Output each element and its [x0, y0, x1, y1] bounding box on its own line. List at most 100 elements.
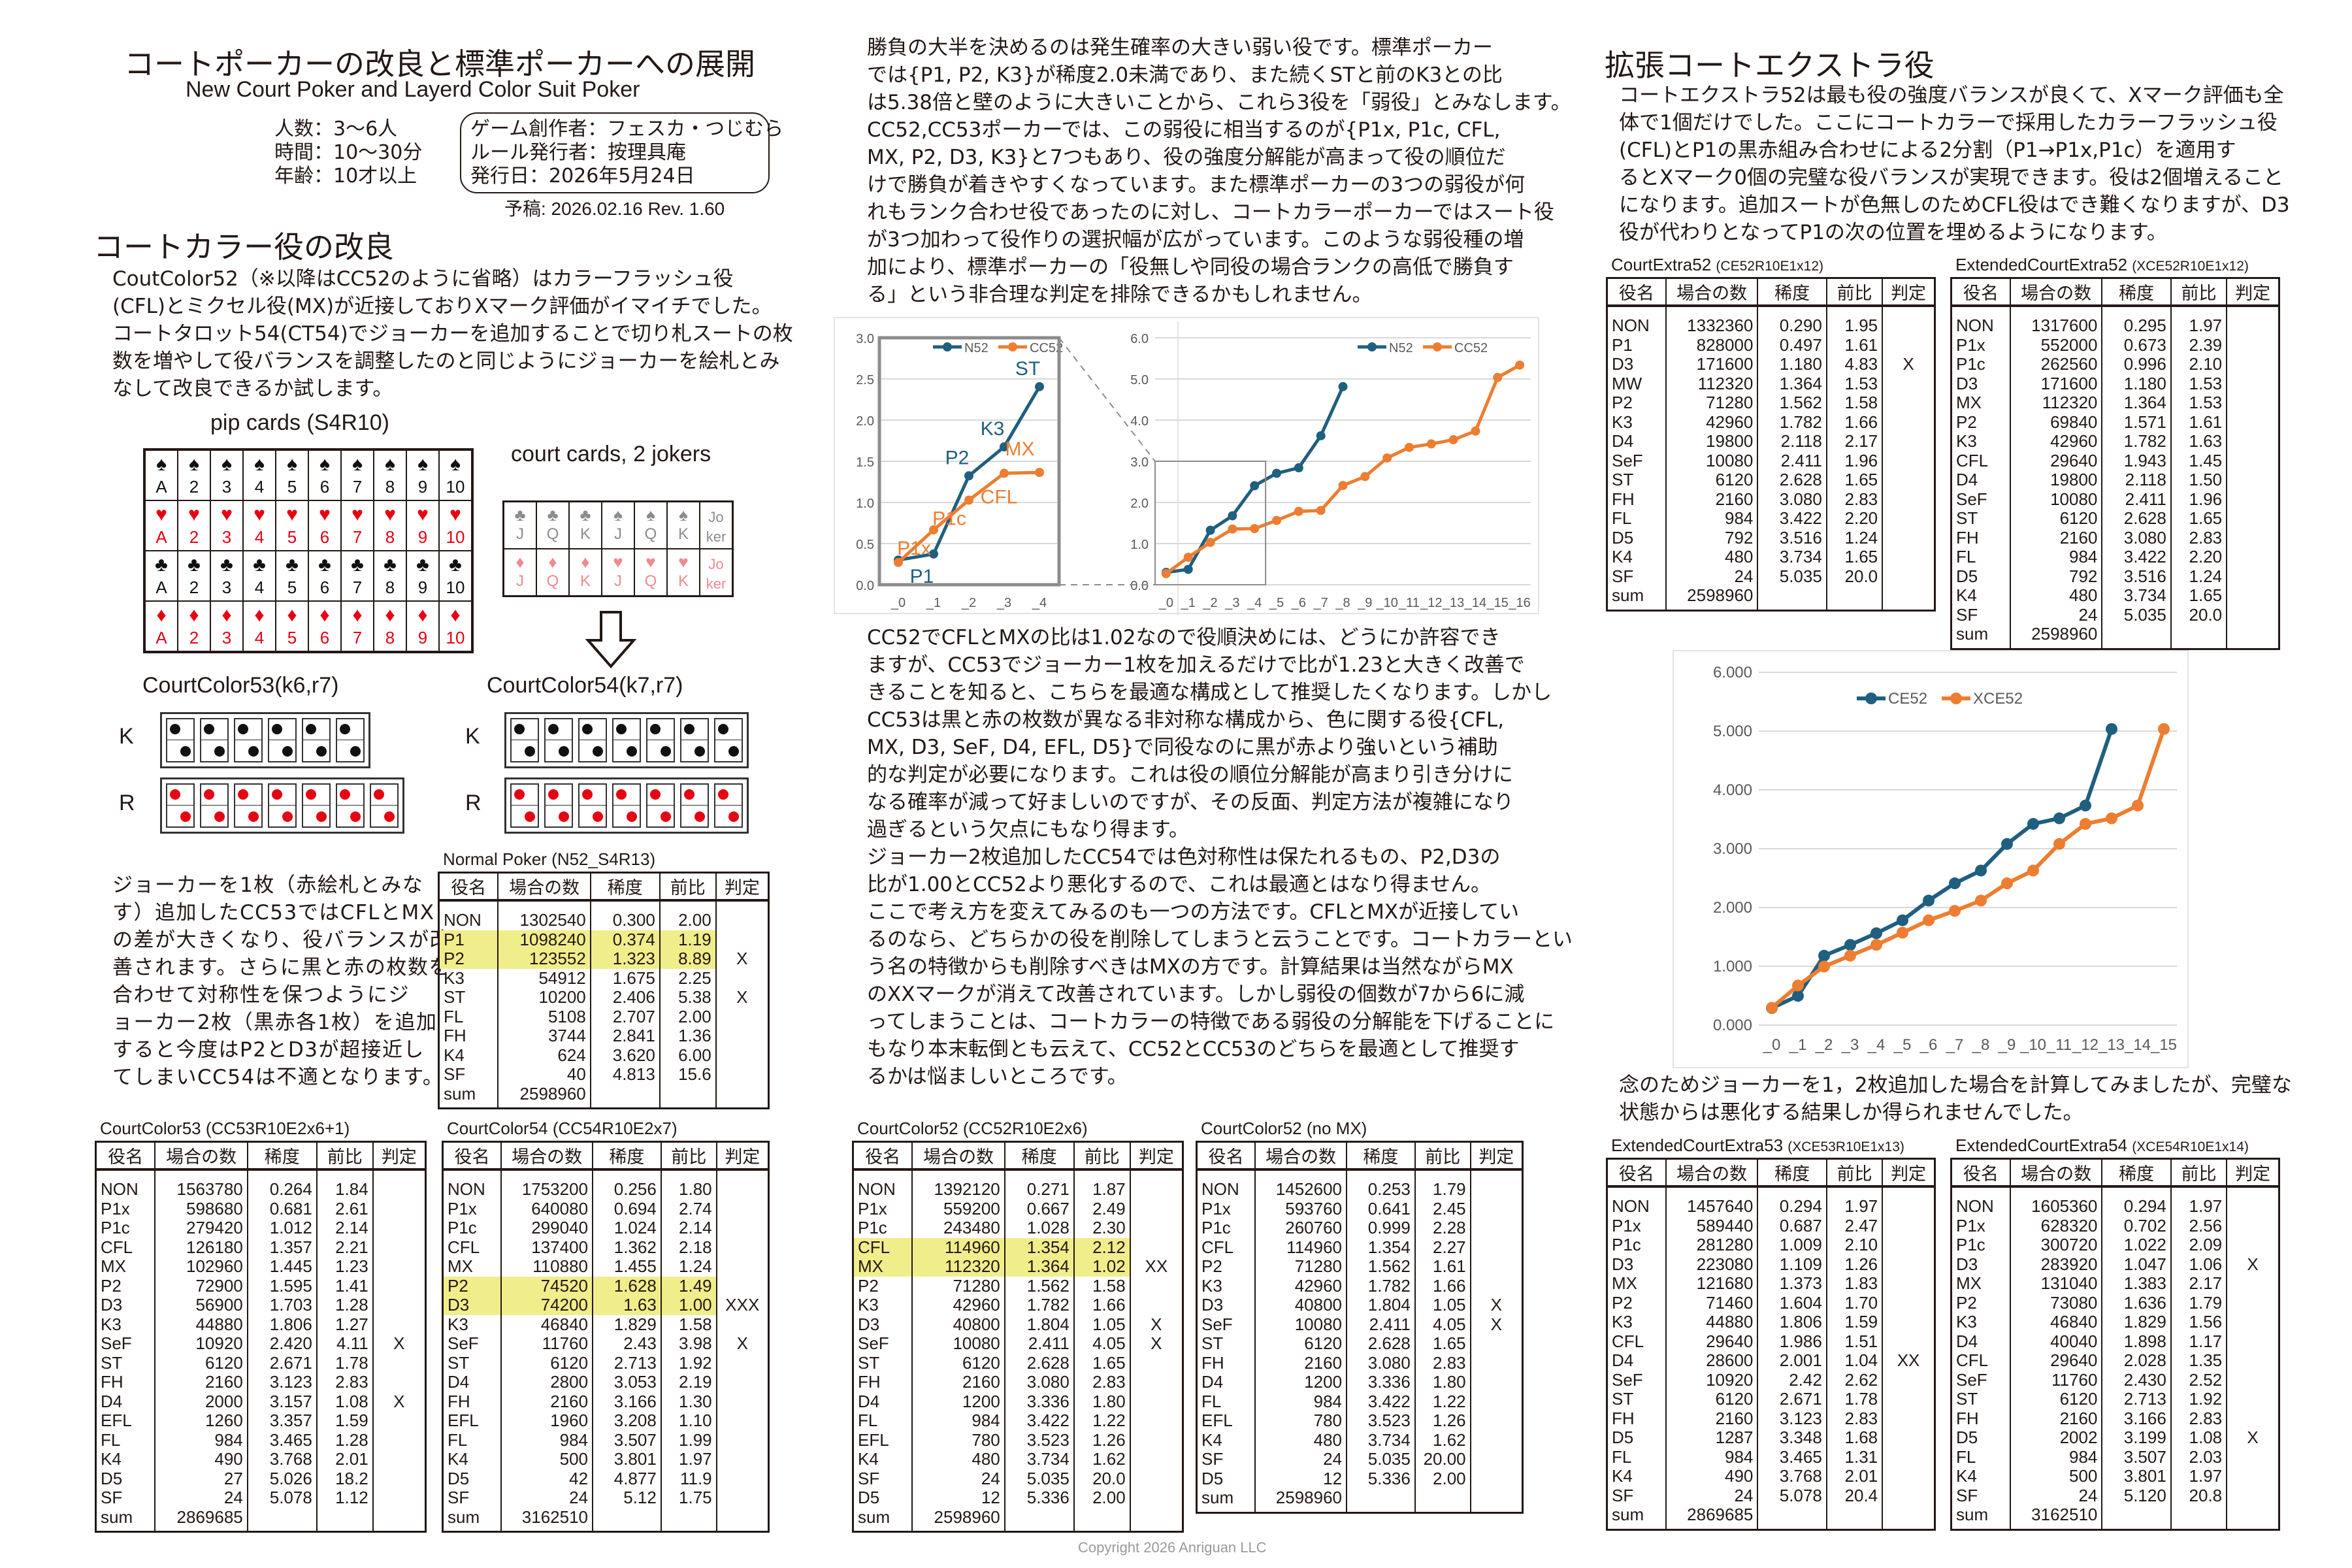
ratio: 1.28 [316, 1430, 373, 1450]
judgement [1882, 1254, 1935, 1274]
combinations: 299040 [500, 1218, 593, 1238]
hand-name: MX [442, 1256, 502, 1277]
hand-name: D4 [1606, 431, 1666, 451]
table-row: D3 223080 1.109 1.26 [1606, 1254, 1935, 1274]
ratio: 1.61 [2170, 412, 2227, 432]
judgement [1882, 451, 1935, 470]
combinations: 6120 [500, 1353, 593, 1373]
data-point-XCE52 [1870, 939, 1882, 951]
dot-icon [238, 724, 248, 734]
rarity: 2.411 [1346, 1315, 1415, 1334]
hand-name: D3 [1196, 1295, 1256, 1315]
card-rank: Q [644, 572, 657, 590]
hand-name: D5 [95, 1469, 155, 1488]
data-point-XCE52 [1949, 905, 1961, 917]
judgement [2226, 470, 2279, 490]
combinations: 828000 [1665, 335, 1758, 355]
cc53-red-cards [160, 777, 404, 834]
ratio: 1.45 [2170, 451, 2227, 470]
hand-name: FH [1606, 489, 1666, 509]
rarity: 5.078 [1757, 1486, 1827, 1505]
column-header: 役名 [1196, 1141, 1256, 1171]
combinations: 114960 [911, 1237, 1005, 1257]
rarity: 0.497 [1757, 335, 1827, 355]
table-row: K3 42960 1.782 1.66 [1606, 412, 1935, 432]
ratio: 1.97 [1825, 1186, 1883, 1217]
table-row: K3 44880 1.806 1.27 [95, 1315, 426, 1334]
combinations: 171600 [1665, 354, 1758, 374]
ratio: 4.83 [1825, 354, 1883, 374]
judgement [715, 1169, 769, 1200]
ratio [1825, 586, 1883, 610]
judgement [1129, 1469, 1183, 1488]
text-line: は5.38倍と壁のように大きいことから、これら3役を「弱役」とみなします。 [867, 91, 1571, 114]
judgement [715, 968, 769, 988]
data-point-N52 [1338, 382, 1348, 391]
data-point-CE52 [2080, 799, 2091, 811]
hand-table: 役名 場合の数 稀度 前比 判定 NON 1457640 0.294 1.97 P1x 589440… [1606, 1158, 1936, 1531]
ratio: 2.00 [659, 900, 716, 930]
pip-card: ♣ 5 [276, 551, 308, 601]
hand-name: D5 [442, 1469, 502, 1488]
rarity: 0.294 [1757, 1186, 1827, 1217]
suit-icon: ♦ [352, 604, 363, 626]
column-header: 前比 [1414, 1141, 1471, 1171]
ratio: 1.87 [1073, 1169, 1130, 1200]
judgement [2226, 1186, 2279, 1217]
hand-name: K3 [1950, 431, 2010, 451]
pip-card: ♣ 2 [178, 551, 210, 601]
ratio: 1.58 [660, 1315, 717, 1334]
table-row: EFL 1260 3.357 1.59 [95, 1411, 426, 1431]
judgement [2226, 335, 2279, 355]
court-card-icon [544, 783, 573, 828]
data-point-CC52 [1493, 372, 1503, 382]
combinations: 42 [500, 1469, 593, 1488]
judgement [715, 1026, 769, 1046]
hand-name: sum [1950, 1505, 2010, 1529]
point-label: P1x [897, 538, 931, 559]
table-row: K3 42960 1.782 1.66 [1196, 1276, 1523, 1296]
combinations: 279420 [154, 1218, 248, 1238]
table-row: CFL 29640 1.943 1.45 [1950, 451, 2279, 470]
ratio [2170, 625, 2227, 649]
hand-name: MX [1950, 1273, 2010, 1294]
suit-icon: ♥ [449, 504, 461, 525]
card-rank: 7 [352, 578, 363, 597]
hand-name: sum [1606, 1505, 1666, 1529]
hand-name: FL [1606, 1447, 1666, 1467]
ratio: 6.00 [659, 1045, 716, 1065]
hand-name: NON [95, 1169, 155, 1200]
hand-name: P1c [442, 1218, 502, 1238]
card-rank: J [614, 525, 622, 543]
combinations: 46840 [2009, 1312, 2102, 1332]
hand-name: P1x [1950, 335, 2010, 355]
rarity: 1.364 [1004, 1256, 1074, 1277]
suit-icon: ♥ [678, 552, 689, 572]
combinations: 984 [154, 1430, 248, 1450]
dot-icon [548, 789, 559, 800]
combinations: 42960 [1665, 412, 1758, 432]
text-line: けで勝負が着きやすくなっています。また標準ポーカーの3つの弱役が何 [867, 173, 1526, 197]
combinations: 1317600 [2009, 306, 2102, 336]
combinations: 792 [1665, 528, 1758, 547]
text-line: すると今度はP2とD3が超接近し [112, 1038, 425, 1062]
ratio: 1.00 [660, 1295, 717, 1315]
ratio: 1.79 [2170, 1293, 2227, 1313]
card-rank: 3 [221, 527, 232, 547]
rarity: 3.801 [2101, 1466, 2171, 1486]
suit-icon: ♣ [384, 554, 397, 576]
rarity: 1.455 [592, 1256, 661, 1277]
table-row: CFL 137400 1.362 2.18 [442, 1237, 769, 1257]
suit-icon: ♠ [450, 453, 461, 475]
combinations: 984 [2009, 547, 2102, 567]
card-rank: Q [546, 572, 559, 590]
hand-name: sum [442, 1507, 502, 1532]
joker-label: Jo ker [706, 509, 727, 545]
text-line: 過ぎるという欠点にもなり得ます。 [867, 818, 1189, 841]
rarity: 2.028 [2101, 1350, 2171, 1371]
judgement [1882, 306, 1935, 336]
judgement [2226, 1390, 2279, 1409]
table-row: P1x 593760 0.641 2.45 [1196, 1199, 1523, 1218]
column-header: 判定 [1882, 1158, 1935, 1188]
y-tick-label: 0.0 [856, 579, 874, 593]
